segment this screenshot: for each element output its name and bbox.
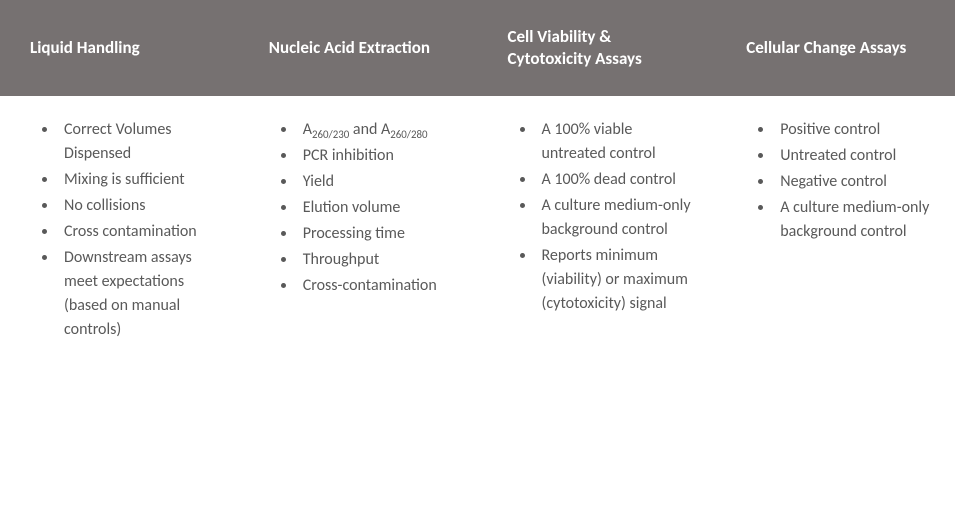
column-body: A260/230 and A260/280 PCR inhibition Yie… bbox=[239, 96, 478, 364]
table-body-row: Correct Volumes Dispensed Mixing is suff… bbox=[0, 96, 955, 364]
list-item: PCR inhibition bbox=[297, 144, 460, 168]
list-item: Mixing is sufficient bbox=[58, 168, 221, 192]
column-header: Liquid Handling bbox=[0, 19, 239, 77]
list-item: No collisions bbox=[58, 194, 221, 218]
list-item: Throughput bbox=[297, 248, 460, 272]
column-body: Correct Volumes Dispensed Mixing is suff… bbox=[0, 96, 239, 364]
table-header-row: Liquid Handling Nucleic Acid Extraction … bbox=[0, 0, 955, 96]
list-item: Cross-contamination bbox=[297, 274, 460, 298]
column-header: Cellular Change Assays bbox=[716, 19, 955, 77]
list-item: A 100% viable untreated control bbox=[536, 118, 699, 166]
list-item: Yield bbox=[297, 170, 460, 194]
list-item: A260/230 and A260/280 bbox=[297, 118, 460, 142]
list-item: Correct Volumes Dispensed bbox=[58, 118, 221, 166]
list-item: Reports minimum (viability) or maximum (… bbox=[536, 244, 699, 316]
list-item: A culture medium-only background control bbox=[774, 196, 937, 244]
list-item: Cross contamination bbox=[58, 220, 221, 244]
bullet-list: Correct Volumes Dispensed Mixing is suff… bbox=[36, 118, 221, 342]
bullet-list: Positive control Untreated control Negat… bbox=[752, 118, 937, 244]
bullet-list: A260/230 and A260/280 PCR inhibition Yie… bbox=[275, 118, 460, 298]
column-header: Nucleic Acid Extraction bbox=[239, 19, 478, 77]
list-item: A 100% dead control bbox=[536, 168, 699, 192]
list-item: Negative control bbox=[774, 170, 937, 194]
column-body: A 100% viable untreated control A 100% d… bbox=[478, 96, 717, 364]
list-item: Elution volume bbox=[297, 196, 460, 220]
list-item: Processing time bbox=[297, 222, 460, 246]
bullet-list: A 100% viable untreated control A 100% d… bbox=[514, 118, 699, 316]
column-body: Positive control Untreated control Negat… bbox=[716, 96, 955, 364]
list-item: Downstream assays meet expectations (bas… bbox=[58, 246, 221, 342]
list-item: Untreated control bbox=[774, 144, 937, 168]
list-item: A culture medium-only background control bbox=[536, 194, 699, 242]
list-item: Positive control bbox=[774, 118, 937, 142]
column-header: Cell Viability & Cytotoxicity Assays bbox=[478, 8, 717, 88]
